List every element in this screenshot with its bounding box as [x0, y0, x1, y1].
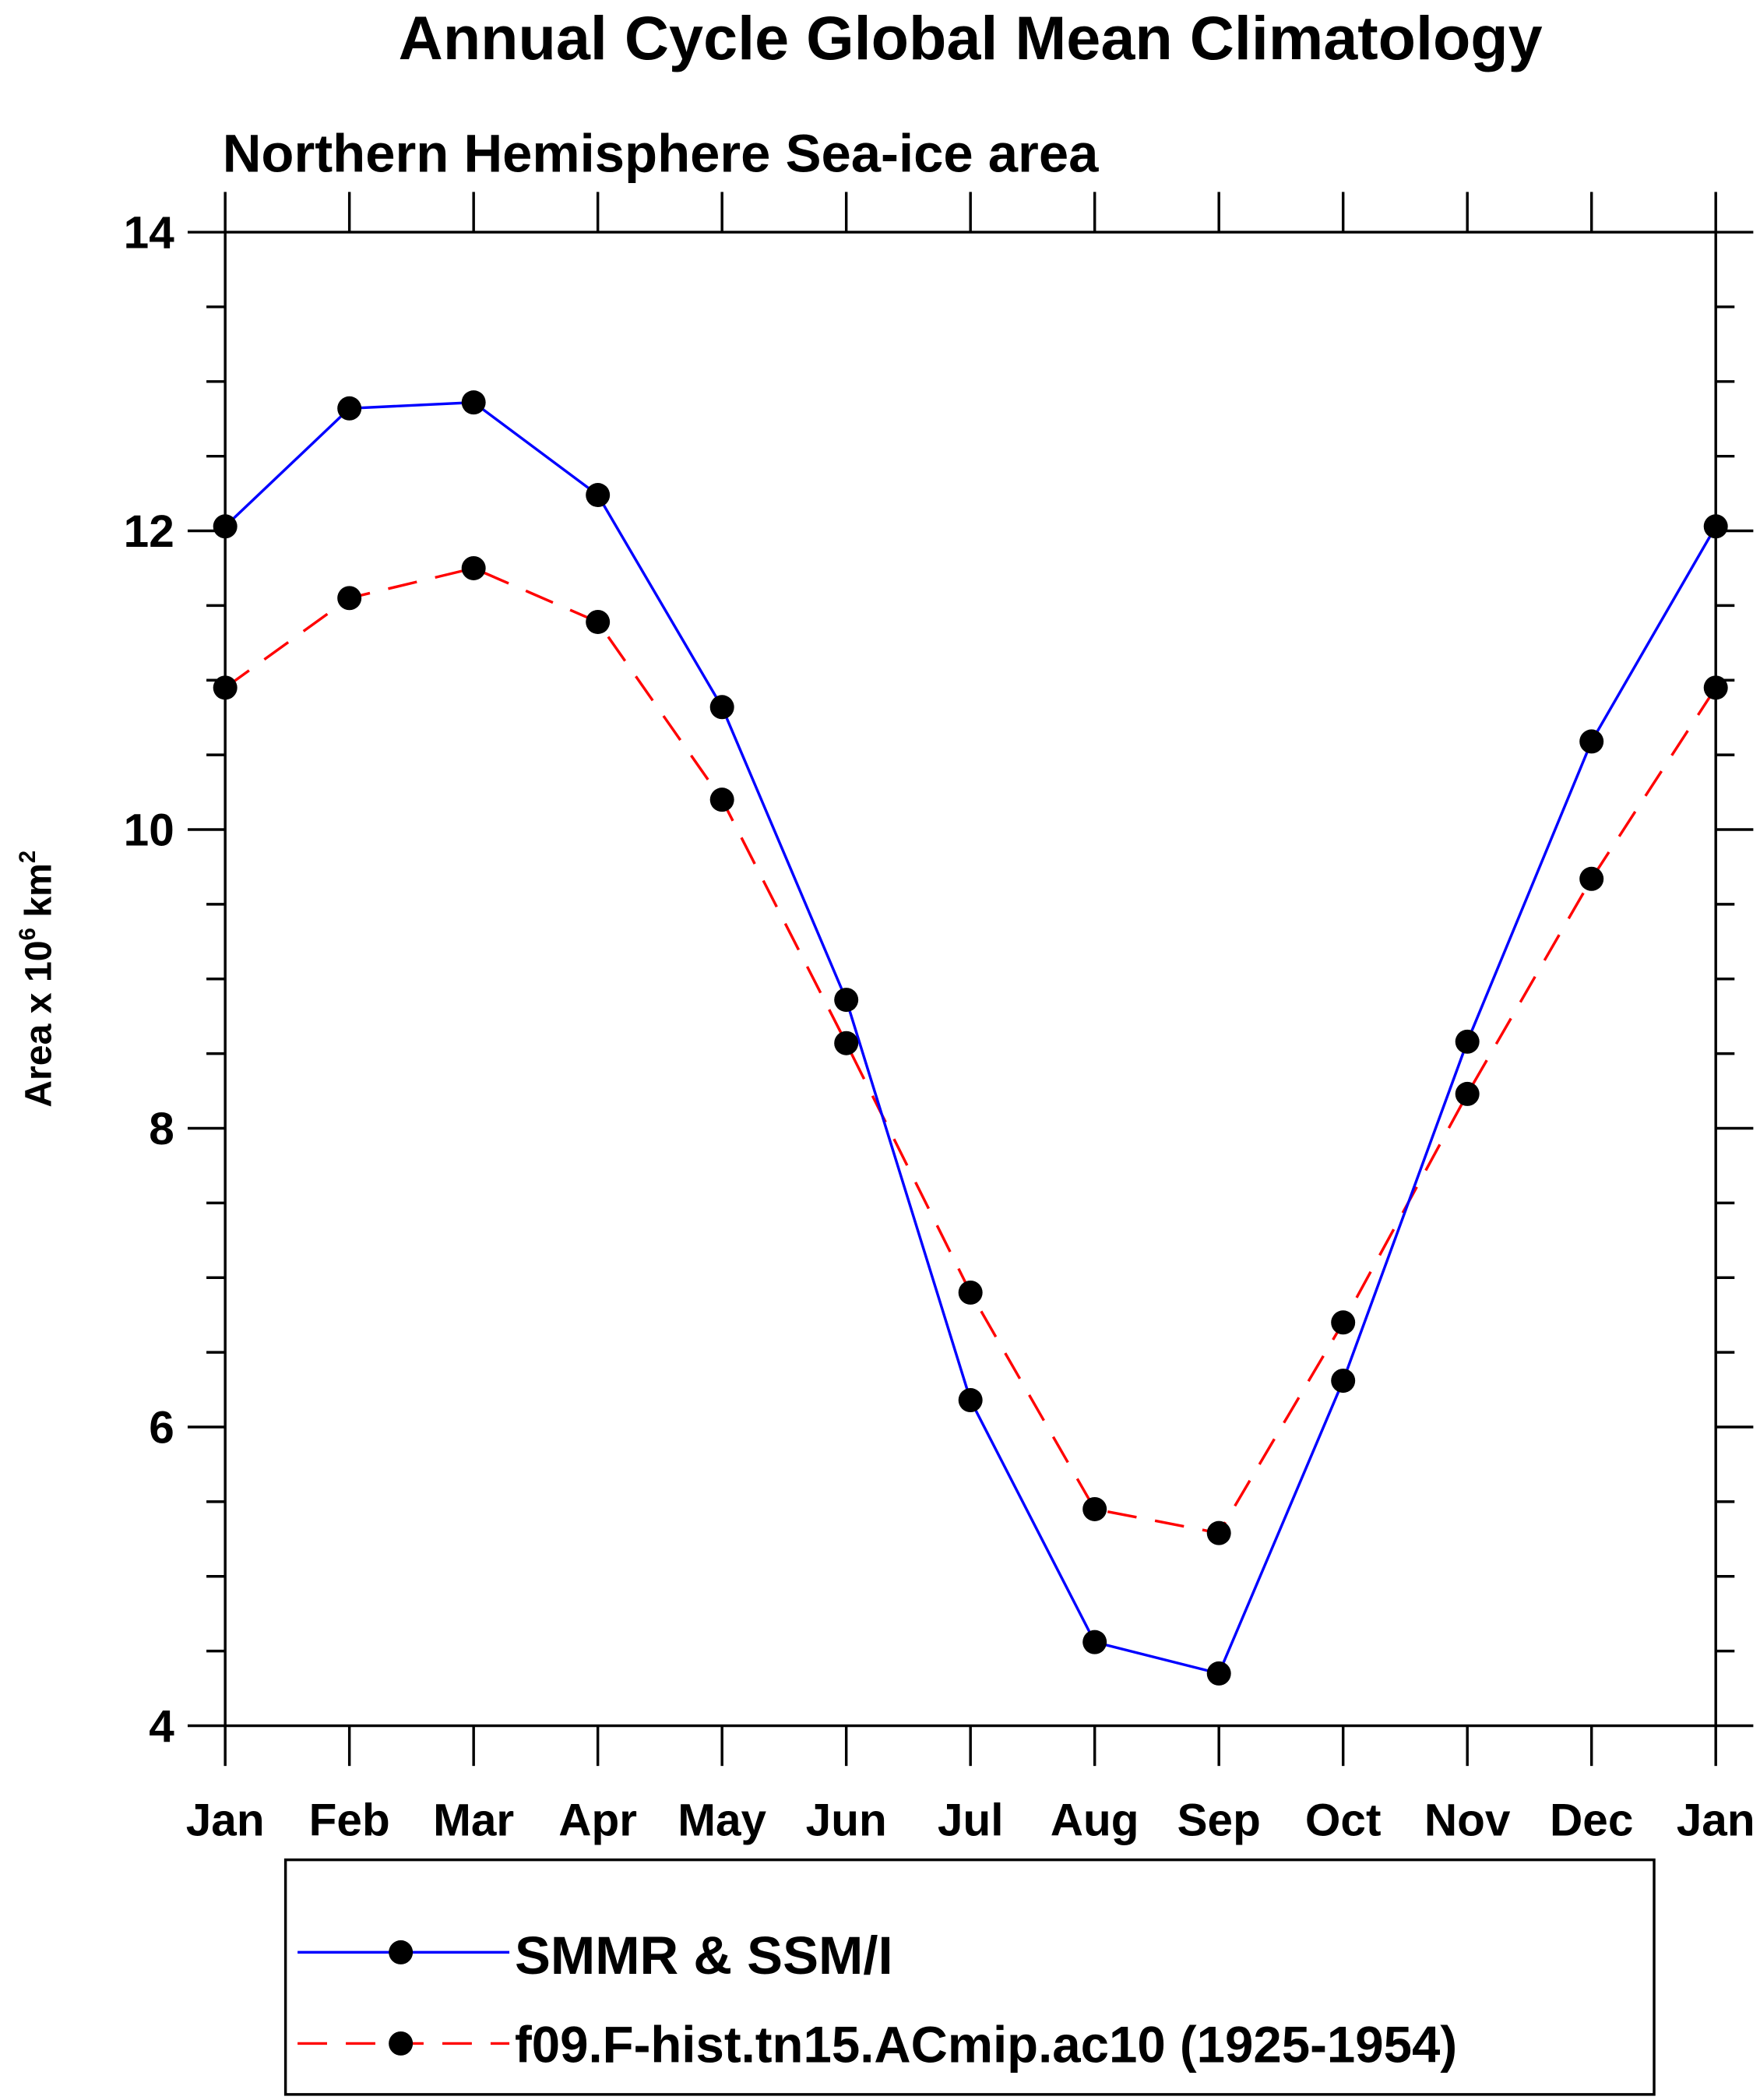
data-point-series-1: [337, 586, 362, 611]
x-tick-label: Oct: [1305, 1795, 1382, 1846]
axes: 4 6 8 10 12 14 Jan Feb Mar Apr May Jun Jul Aug Sep Oct N…: [124, 192, 1755, 1846]
data-point-series-0: [958, 1388, 983, 1412]
x-tick-label: Jun: [806, 1795, 887, 1846]
y-tick-label: 14: [124, 208, 175, 259]
data-point-series-1: [1082, 1496, 1107, 1521]
data-point-series-1: [1331, 1310, 1356, 1335]
x-tick-label: Jan: [1677, 1795, 1755, 1846]
x-tick-label: Aug: [1051, 1795, 1139, 1846]
data-point-series-0: [834, 988, 859, 1013]
data-point-series-1: [1206, 1520, 1231, 1545]
y-axis-label-unit: km: [17, 863, 59, 928]
x-tick-label: Feb: [309, 1795, 390, 1846]
data-point-series-0: [1455, 1029, 1480, 1054]
data-point-series-0: [337, 396, 362, 421]
data-point-series-1: [709, 788, 734, 812]
y-axis-label-exp: 6: [16, 928, 40, 940]
data-point-series-0: [1579, 729, 1604, 754]
legend-label-model: f09.F-hist.tn15.ACmip.ac10 (1925-1954): [515, 2017, 1457, 2074]
y-tick-label: 10: [124, 805, 174, 856]
data-point-series-0: [586, 483, 611, 508]
y-tick-label: 6: [149, 1403, 174, 1453]
x-tick-label: Apr: [558, 1795, 637, 1846]
legend-label-smmr: SMMR & SSM/I: [515, 1926, 893, 1985]
data-point-series-0: [1331, 1369, 1356, 1394]
data-point-series-0: [1206, 1661, 1231, 1686]
y-axis-label-text: Area x 10: [17, 940, 59, 1107]
legend-marker-smmr: [389, 1940, 414, 1964]
data-point-series-0: [1082, 1630, 1107, 1654]
x-tick-label: May: [678, 1795, 766, 1846]
data-point-series-1: [586, 610, 611, 634]
x-tick-label: Dec: [1550, 1795, 1633, 1846]
y-tick-label: 4: [149, 1701, 174, 1752]
data-point-series-0: [461, 390, 486, 415]
x-tick-label: Jul: [938, 1795, 1004, 1846]
data-point-series-1: [1703, 675, 1728, 700]
chart-title: Annual Cycle Global Mean Climatology: [399, 3, 1543, 72]
legend-marker-model: [389, 2031, 414, 2056]
x-tick-label: Sep: [1177, 1795, 1261, 1846]
data-point-series-0: [709, 695, 734, 720]
x-tick-label: Mar: [433, 1795, 514, 1846]
legend: SMMR & SSM/I f09.F-hist.tn15.ACmip.ac10 …: [283, 1858, 1656, 2096]
legend-box: [283, 1858, 1656, 2096]
data-point-series-1: [1455, 1081, 1480, 1106]
data-point-series-1: [958, 1280, 983, 1305]
chart-subtitle: Northern Hemisphere Sea-ice area: [223, 124, 1099, 184]
y-axis-label-unit-exp: 2: [16, 851, 40, 863]
series-line-0: [224, 400, 1717, 1675]
data-point-series-1: [834, 1031, 859, 1055]
x-tick-label: Nov: [1424, 1795, 1511, 1846]
data-point-series-1: [461, 555, 486, 580]
x-tick-label: Jan: [186, 1795, 265, 1846]
data-point-series-1: [213, 675, 238, 700]
data-point-series-0: [1703, 514, 1728, 539]
y-axis-label: Area x 106 km2: [16, 851, 60, 1108]
data-point-series-0: [213, 514, 238, 539]
series-layer: [213, 390, 1728, 1686]
y-tick-label: 8: [149, 1104, 174, 1154]
y-tick-label: 12: [124, 506, 174, 557]
data-point-series-1: [1579, 866, 1604, 891]
